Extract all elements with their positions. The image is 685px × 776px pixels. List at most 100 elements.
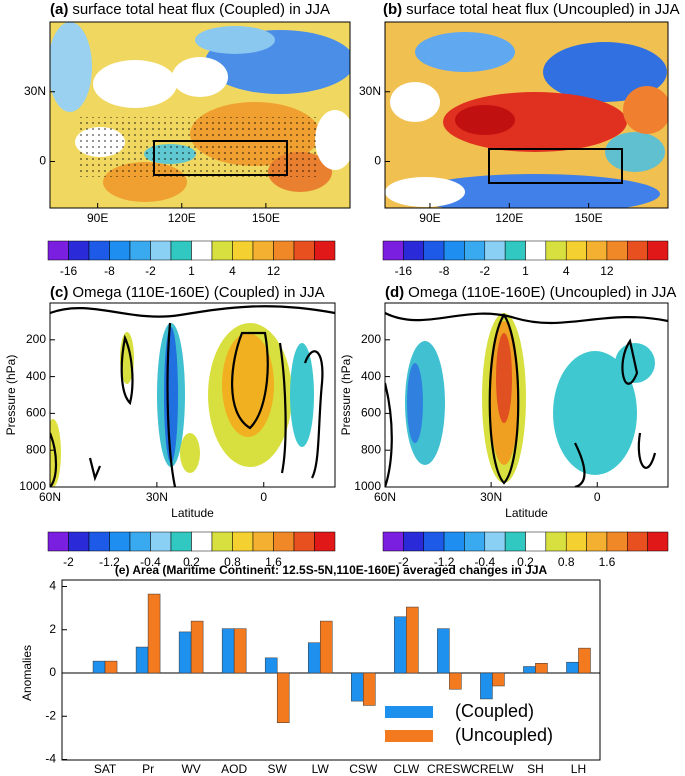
legend-swatch [385, 730, 433, 742]
field-patch [605, 132, 665, 172]
colorbar-segment [403, 531, 424, 552]
field-patch [180, 433, 200, 473]
colorbar-segment [314, 531, 336, 552]
colorbar-segment [191, 531, 213, 552]
contour-line [488, 313, 520, 485]
contour-line [88, 457, 102, 482]
colorbar-segment [545, 240, 567, 261]
bar [437, 628, 450, 674]
field-patch [390, 82, 440, 122]
colorbar-tick-label: -0.4 [474, 555, 495, 569]
bar [276, 672, 290, 723]
colorbar-tick-label: 1 [522, 264, 529, 278]
x-tick-label: Pr [142, 762, 154, 776]
colorbar-segment [252, 240, 274, 261]
colorbar-segment [68, 531, 90, 552]
colorbar-segment [403, 240, 424, 261]
y-tick-label: 200 [26, 332, 46, 346]
colorbar-tick-label: 0.2 [183, 555, 200, 569]
colorbar-tick-label: -0.4 [140, 555, 161, 569]
bar [566, 661, 579, 674]
field-patch [407, 363, 423, 443]
x-tick-label: 150E [252, 211, 280, 225]
field-patch [195, 26, 275, 54]
field [385, 22, 668, 208]
y-tick-label: 400 [361, 369, 381, 383]
colorbar-tick-label: 1.6 [265, 555, 282, 569]
colorbar-tick-label: -1.2 [99, 555, 120, 569]
contour-line [637, 432, 657, 469]
colorbar-tick-label: 0.8 [224, 555, 241, 569]
colorbar-tick-label: -2 [479, 264, 490, 278]
colorbar-segment [586, 531, 608, 552]
x-tick-label: CRESW [427, 762, 472, 776]
colorbar-segment [129, 240, 151, 261]
region-box [488, 148, 623, 184]
y-tick-label: 2 [49, 622, 56, 636]
colorbar-tick-label: 0.8 [558, 555, 575, 569]
bar [190, 620, 204, 674]
colorbar-segment [423, 531, 445, 552]
field [50, 22, 350, 208]
y-tick-label: -4 [45, 752, 56, 766]
y-tick-label: 800 [361, 442, 381, 456]
y-tick-label: 600 [26, 406, 46, 420]
bar [406, 606, 419, 674]
panel-title-text: Omega (110E-160E) (Uncoupled) in JJA [408, 284, 676, 301]
bar [307, 642, 321, 674]
bar [480, 672, 493, 700]
colorbar-segment [211, 240, 233, 261]
x-tick-label: 120E [168, 211, 196, 225]
colorbar-segment [382, 240, 404, 261]
panel-title-text: surface total heat flux (Coupled) in JJA [72, 1, 330, 18]
x-tick-label: 0 [594, 490, 601, 504]
colorbar-segment [88, 531, 110, 552]
colorbar-segment [586, 240, 608, 261]
x-tick-label: 0 [260, 490, 267, 504]
colorbar-tick-label: -2 [145, 264, 156, 278]
colorbar-segment [170, 531, 192, 552]
x-tick-label: CLW [393, 762, 419, 776]
y-axis-label: Pressure (hPa) [339, 355, 353, 436]
bar [578, 647, 591, 674]
contour-line [303, 350, 324, 479]
x-tick-label: AOD [221, 762, 247, 776]
colorbar-segment [170, 240, 192, 261]
bar [104, 660, 118, 674]
colorbar-segment [525, 531, 547, 552]
colorbar-segment [129, 531, 151, 552]
legend-swatch [385, 706, 433, 718]
colorbar-segment [150, 531, 172, 552]
legend-label: (Uncoupled) [455, 725, 553, 745]
colorbar-segment [484, 240, 506, 261]
frame [384, 302, 669, 488]
chart-title: (e) Area (Maritime Continent: 12.5S-5N,1… [115, 563, 548, 577]
field-patch [93, 60, 177, 108]
y-tick-label: 800 [26, 442, 46, 456]
y-axis-label: Pressure (hPa) [4, 355, 18, 436]
frame [49, 21, 351, 209]
field-patch [543, 42, 667, 102]
y-tick-label: 600 [361, 406, 381, 420]
colorbar-segment [232, 531, 254, 552]
colorbar-segment [68, 240, 90, 261]
colorbar-segment [545, 531, 567, 552]
y-tick-label: -2 [45, 708, 56, 722]
colorbar-segment [443, 240, 465, 261]
x-axis-label: Latitude [505, 506, 548, 520]
colorbar-segment [382, 531, 404, 552]
x-axis-label: Latitude [171, 506, 214, 520]
colorbar-segment [293, 240, 315, 261]
field-patch [553, 351, 637, 475]
colorbar-tick-label: 0.2 [517, 555, 534, 569]
colorbar-segment [109, 240, 131, 261]
plot-frame [61, 579, 601, 761]
colorbar-segment [464, 531, 486, 552]
y-tick-label: 4 [49, 579, 56, 593]
colorbar-tick-label: 4 [229, 264, 236, 278]
panel-label: (c) [50, 284, 68, 301]
colorbar-segment [211, 531, 233, 552]
bar [264, 657, 278, 674]
panel-title: (d) Omega (110E-160E) (Uncoupled) in JJA [385, 284, 676, 301]
